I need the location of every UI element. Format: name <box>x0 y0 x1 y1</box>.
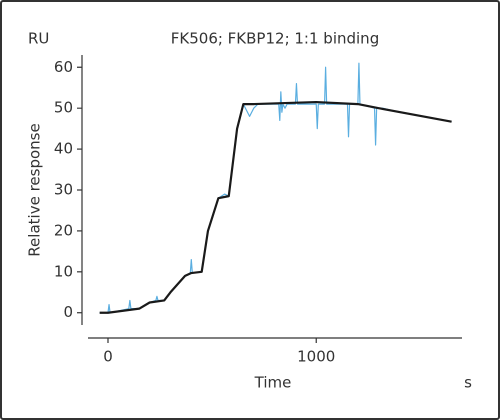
x-axis-label: Time <box>254 374 292 392</box>
x-unit: s <box>464 374 472 392</box>
x-tick-label: 1000 <box>297 348 335 366</box>
y-tick-label: 40 <box>54 140 73 158</box>
chart-title: FK506; FKBP12; 1:1 binding <box>171 30 379 48</box>
y-tick-label: 10 <box>54 262 73 280</box>
y-tick-label: 0 <box>63 303 73 321</box>
y-tick-label: 20 <box>54 221 73 239</box>
data-line <box>99 100 452 314</box>
y-unit: RU <box>28 30 49 48</box>
y-axis-label: Relative response <box>26 123 44 256</box>
data-line <box>99 62 452 314</box>
x-tick-label: 0 <box>103 348 113 366</box>
y-tick-label: 30 <box>54 181 73 199</box>
y-tick-label: 50 <box>54 99 73 117</box>
y-tick-label: 60 <box>54 58 73 76</box>
